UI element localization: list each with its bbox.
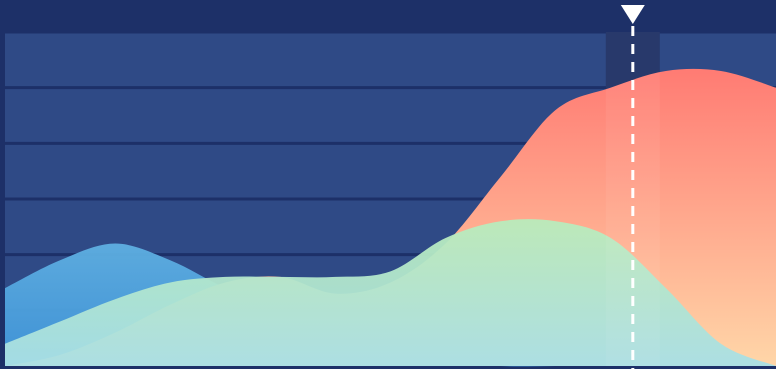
- marker-triangle-icon: [621, 5, 645, 24]
